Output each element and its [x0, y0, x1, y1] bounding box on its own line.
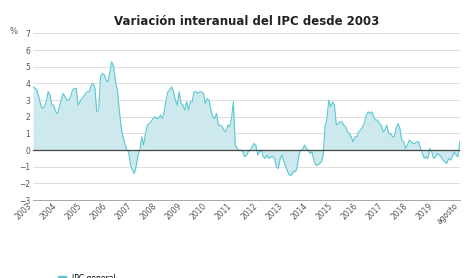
Title: Variación interanual del IPC desde 2003: Variación interanual del IPC desde 2003 [114, 15, 379, 28]
Legend: IPC general: IPC general [58, 274, 116, 278]
Text: %: % [10, 27, 18, 36]
